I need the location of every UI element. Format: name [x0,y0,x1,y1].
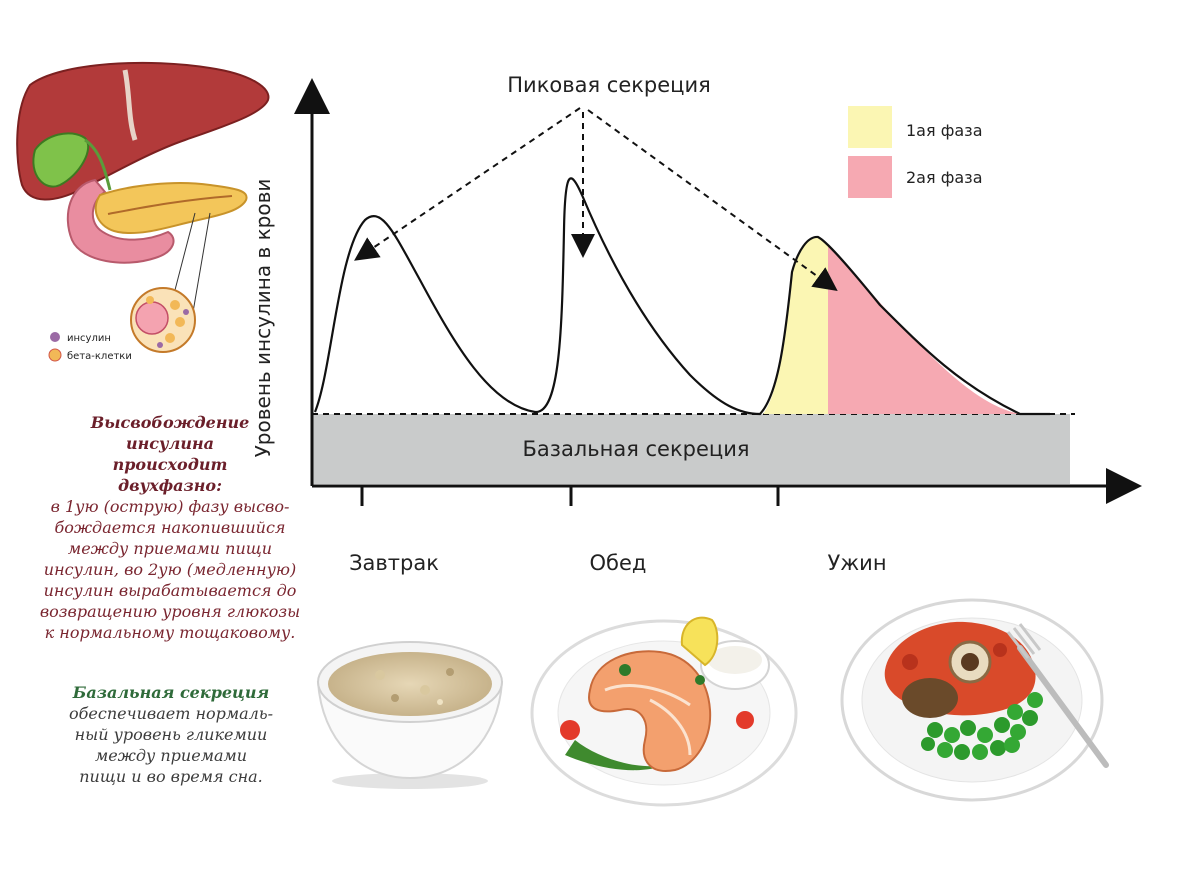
organ-illustration [16,61,270,353]
legend-label-phase-two: 2ая фаза [906,168,983,187]
basal-secretion-band [312,414,1070,484]
peak-secretion-label: Пиковая секреция [507,73,711,97]
release-note-title-4: двухфазно: [118,476,222,495]
phase-legend: 1ая фаза 2ая фаза [848,106,983,198]
peak-arrow-dinner [587,109,838,292]
insulin-dot-icon [50,332,60,342]
organ-legend: инсулин бета-клетки [48,332,132,362]
duodenum-icon [66,178,175,264]
meal-label-dinner: Ужин [827,551,886,575]
meat-peas-plate-icon [840,598,1109,802]
basal-secretion-label: Базальная секреция [523,437,750,461]
y-axis-label: Уровень инсулина в крови [251,179,275,458]
release-note: Высвобождение инсулина происходит двухфа… [32,412,308,643]
legend-swatch-phase-two [848,156,892,198]
organ-legend-insulin: инсулин [67,333,111,344]
phase-two-area [828,246,1020,414]
release-note-line-6: возвращению уровня глюкозы [39,602,301,621]
release-note-line-2: бождается накопившийся [54,518,286,537]
beta-cell-dot-icon [48,348,62,362]
release-note-title-1: Высвобождение [90,413,250,432]
insulin-level-curve [313,177,1050,416]
basal-note-line-3: между приемами [94,746,248,765]
pancreas-icon [94,182,248,235]
release-note-title-3: происходит [112,455,228,474]
fork-icon [1017,645,1109,768]
legend-label-phase-one: 1ая фаза [906,121,983,140]
release-note-line-5: инсулин вырабатывается до [43,581,297,600]
basal-note-title: Базальная секреция [72,683,270,702]
release-note-title-2: инсулина [126,434,214,453]
gallbladder-icon [32,132,90,188]
basal-note-line-2: ный уровень гликемии [74,725,268,744]
release-note-line-3: между приемами пищи [67,539,273,558]
meal-label-breakfast: Завтрак [349,551,439,575]
organ-legend-beta-cells: бета-клетки [67,351,132,362]
release-note-line-7: к нормальному тощаковому. [44,623,296,642]
legend-swatch-phase-one [848,106,892,148]
basal-note: Базальная секреция обеспечивает нормаль-… [40,682,302,787]
peak-arrow-breakfast [354,107,581,261]
basal-note-line-1: обеспечивает нормаль- [69,704,273,723]
basal-note-line-4: пищи и во время сна. [79,767,263,786]
meal-label-lunch: Обед [590,551,647,575]
oatmeal-bowl-icon [316,641,504,789]
peas-icon [921,692,1043,760]
release-note-line-4: инсулин, во 2ую (медленную) [43,560,297,579]
release-note-line-1: в 1ую (острую) фазу высво- [50,497,290,516]
salmon-plate-icon [530,616,798,807]
